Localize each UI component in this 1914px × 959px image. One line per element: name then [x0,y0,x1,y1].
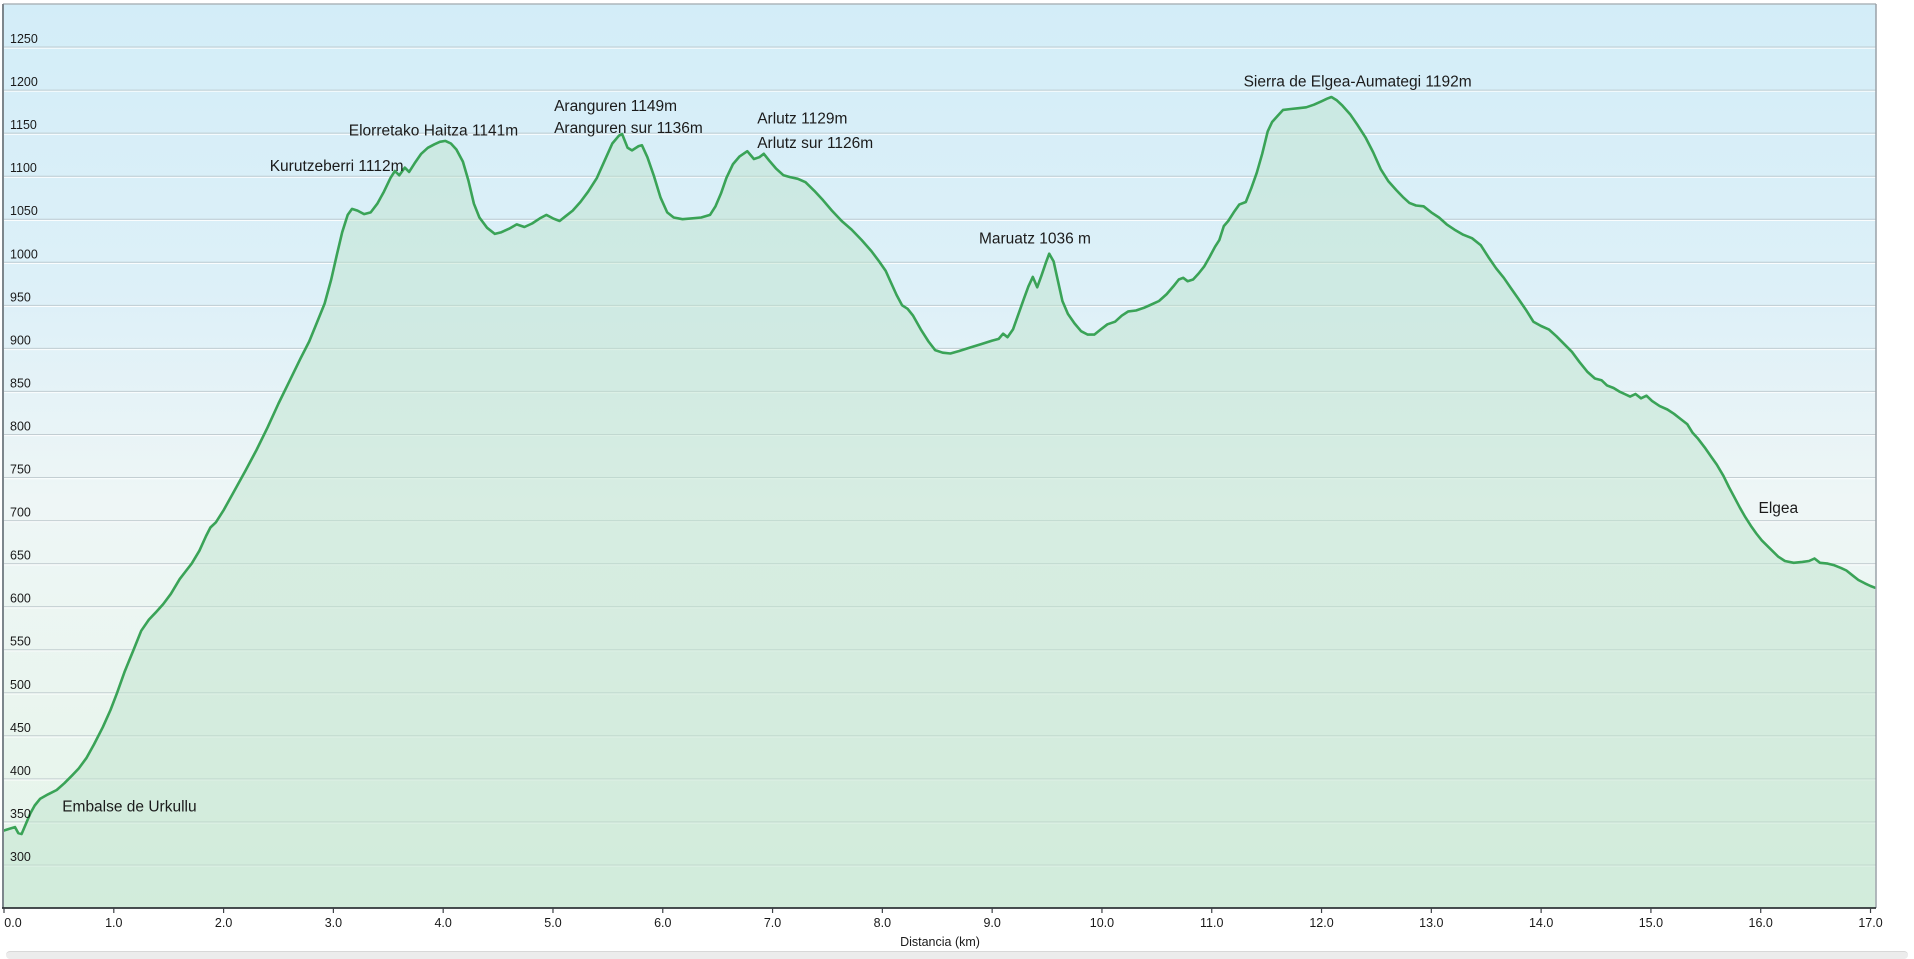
y-tick-label: 1200 [10,75,38,89]
peak-annotation: Embalse de Urkullu [62,799,196,816]
x-tick-label: 7.0 [764,916,781,930]
y-tick-label: 500 [10,678,31,692]
x-tick-label: 3.0 [325,916,342,930]
x-tick-label: 5.0 [544,916,561,930]
x-tick-label: 2.0 [215,916,232,930]
y-tick-label: 1250 [10,32,38,46]
x-tick-label: 13.0 [1419,916,1443,930]
elevation-area-fill [4,97,1875,908]
peak-annotation: Maruatz 1036 m [979,230,1091,247]
peak-annotation: Sierra de Elgea-Aumategi 1192m [1244,74,1472,91]
elevation-profile-line [2,95,1877,836]
y-tick-label: 300 [10,850,31,864]
x-axis-labels: 0.0 1.0 2.0 3.0 4.0 5.0 6.0 7.0 8.0 9.0 10.0 11.0 12… [3,908,1883,930]
x-tick-label: 8.0 [874,916,891,930]
x-tick-label: 0.0 [4,916,21,930]
peak-annotation: Elgea [1759,500,1799,517]
y-tick-label: 950 [10,290,31,304]
x-tick-label: 11.0 [1200,916,1223,930]
x-tick-label: 10.0 [1090,916,1114,930]
x-tick-label: 4.0 [434,916,451,930]
y-tick-label: 450 [10,721,31,735]
x-tick-label: 17.0 [1858,916,1882,930]
peak-annotation: Aranguren sur 1136m [554,120,703,137]
y-tick-label: 1050 [10,204,38,218]
x-tick-label: 16.0 [1749,916,1773,930]
peak-annotation: Elorretako Haitza 1141m [349,123,518,140]
y-tick-label: 1150 [10,118,37,132]
peak-annotation: Aranguren 1149m [554,98,677,115]
x-tick-label: 14.0 [1529,916,1553,930]
y-tick-label: 750 [10,463,31,477]
y-tick-label: 1100 [10,161,37,175]
x-tick-label: 9.0 [983,916,1000,930]
peak-annotation: Arlutz 1129m [757,111,847,128]
y-tick-label: 900 [10,333,31,347]
y-tick-label: 350 [10,807,31,821]
y-tick-label: 1000 [10,247,38,261]
y-tick-label: 600 [10,592,31,606]
x-tick-label: 1.0 [105,916,122,930]
peak-annotation: Arlutz sur 1126m [757,135,873,152]
x-tick-label: 15.0 [1639,916,1663,930]
y-tick-label: 550 [10,635,31,649]
y-tick-label: 850 [10,376,31,390]
x-axis-title: Distancia (km) [900,935,980,949]
y-tick-label: 700 [10,506,31,520]
y-tick-label: 800 [10,419,31,433]
peak-annotation: Kurutzeberri 1112m [270,158,404,175]
y-tick-label: 400 [10,764,31,778]
y-axis-labels: 1250 1200 1150 1100 1050 1000 950 900 850 800 750 7… [10,32,38,864]
y-tick-label: 650 [10,549,31,563]
annotations: Embalse de Urkullu Kurutzeberri 1112m Elor… [62,74,1798,816]
x-tick-label: 12.0 [1309,916,1333,930]
x-tick-label: 6.0 [654,916,671,930]
horizontal-scrollbar[interactable] [6,951,1908,959]
